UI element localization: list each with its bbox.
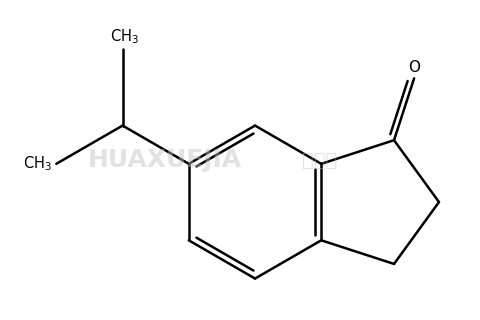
Text: CH$_3$: CH$_3$ <box>23 155 52 173</box>
Text: O: O <box>408 60 420 75</box>
Text: HUAXUEJIA: HUAXUEJIA <box>88 148 242 172</box>
Text: CH$_3$: CH$_3$ <box>109 27 139 46</box>
Text: 化学加: 化学加 <box>301 150 337 170</box>
